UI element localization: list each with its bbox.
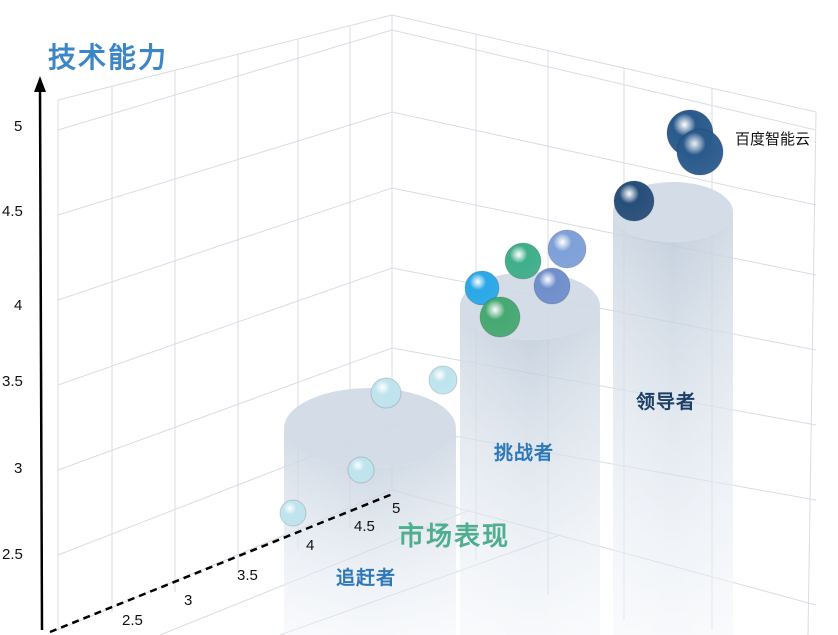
- data-points: [279, 109, 724, 527]
- data-point-bubble: [479, 296, 521, 338]
- tier-label-leader: 领导者: [636, 391, 697, 413]
- data-point-bubble: [504, 242, 542, 280]
- tier-label-catchup: 追赶者: [336, 567, 397, 589]
- y-axis-arrow: [34, 76, 46, 92]
- y-axis-line: [38, 87, 44, 631]
- cylinder-shine: [460, 306, 600, 635]
- y-axis-title: 技术能力: [48, 41, 169, 74]
- x-tick-label: 4: [306, 537, 315, 554]
- x-axis-title: 市场表现: [398, 522, 511, 552]
- chart-grid: [57, 14, 817, 635]
- cylinder-top: [284, 388, 456, 468]
- data-point-bubble: [428, 365, 458, 395]
- y-tick-label: 2.5: [2, 546, 23, 563]
- data-point-bubble: [533, 267, 571, 305]
- data-point-bubble: [279, 499, 307, 527]
- cylinder-shine: [613, 212, 733, 635]
- y-tick-label: 3: [14, 460, 23, 477]
- tier-cylinder: [284, 388, 456, 635]
- x-tick-label: 5: [392, 500, 401, 517]
- y-tick-label: 4: [14, 297, 23, 314]
- data-point-bubble: [347, 456, 375, 484]
- y-tick-label: 4.5: [2, 203, 23, 220]
- axes: [34, 76, 396, 634]
- y-tick-label: 5: [14, 118, 23, 135]
- x-tick-label: 4.5: [354, 518, 375, 535]
- data-point-bubble: [547, 229, 587, 269]
- point-label-baidu: 百度智能云: [735, 130, 811, 148]
- x-tick-label: 2.5: [122, 612, 143, 629]
- x-tick-label: 3.5: [237, 567, 258, 584]
- x-tick-label: 3: [184, 592, 193, 609]
- data-point-bubble: [613, 180, 655, 222]
- data-point-bubble: [464, 270, 500, 306]
- data-point-bubble: [676, 128, 724, 176]
- tier-label-challenger: 挑战者: [494, 442, 555, 464]
- x-axis-line: [49, 491, 396, 634]
- y-tick-label: 3.5: [2, 373, 23, 390]
- data-point-bubble: [370, 377, 402, 409]
